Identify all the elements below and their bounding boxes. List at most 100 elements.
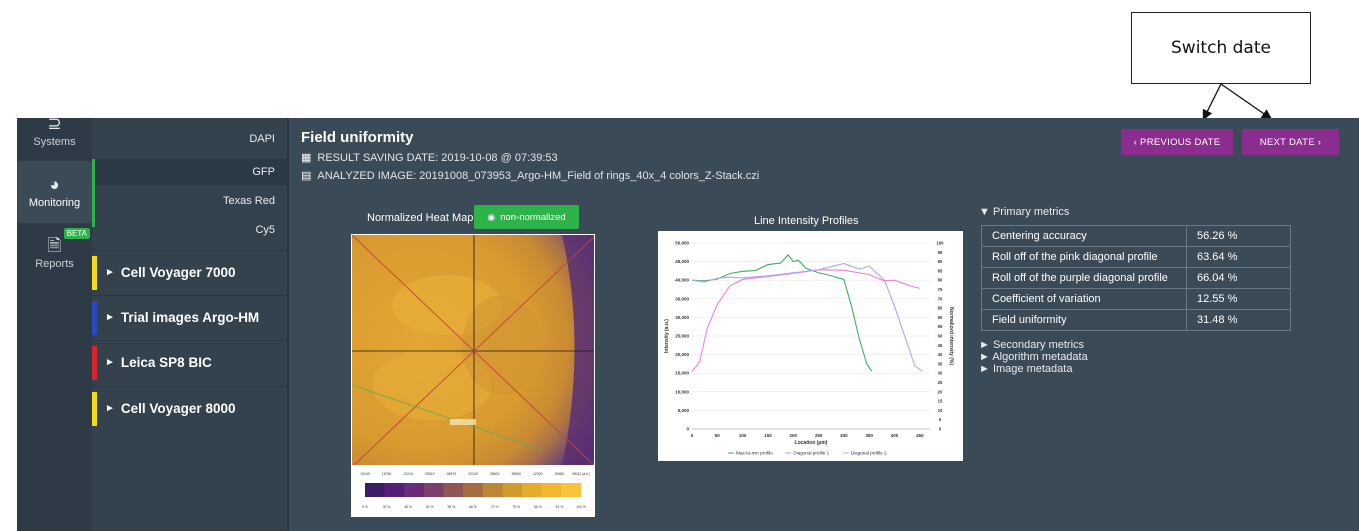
y2-tick-label: 100	[937, 241, 945, 246]
legend-swatch	[482, 483, 503, 497]
normalization-toggle[interactable]: ◉ non-normalized	[474, 205, 579, 229]
legend-swatch	[365, 483, 385, 497]
y2-tick-label: 35	[938, 361, 943, 366]
system-color-bar	[92, 300, 97, 335]
y-tick-label: 45,000	[675, 259, 689, 264]
legend-swatch	[541, 483, 562, 497]
legend-swatch	[561, 483, 582, 497]
metric-label: Coefficient of variation	[981, 288, 1187, 310]
legend-percent-label: 0 %	[362, 505, 368, 509]
calendar-icon: ▦	[301, 152, 312, 164]
metric-value: 66.04 %	[1186, 267, 1291, 289]
y2-tick-label: 65	[938, 306, 943, 311]
metric-label: Roll off of the purple diagonal profile	[981, 267, 1187, 289]
y2-tick-label: 95	[938, 250, 943, 255]
legend-percent-label: 72 %	[491, 505, 499, 509]
legend-tick-label: 45680	[555, 472, 565, 476]
metric-label: Field uniformity	[981, 309, 1187, 331]
channel-dapi[interactable]: DAPI	[249, 133, 275, 145]
system-color-bar	[92, 391, 97, 426]
legend-entry: Diagonal profile 2	[851, 451, 887, 456]
nav-reports-label: Reports	[35, 257, 74, 270]
x-tick-label: 50	[715, 433, 721, 438]
y2-tick-label: 0	[939, 427, 942, 432]
system-trial-images-argo-hm[interactable]: ► Trial images Argo-HM	[92, 295, 287, 339]
active-channel-highlight	[92, 159, 287, 185]
y2-tick-label: 80	[938, 278, 943, 283]
expand-arrow-icon: ►	[105, 357, 115, 368]
legend-percent-label: 100 %	[576, 505, 586, 509]
x-axis-label: Location (µm)	[795, 440, 828, 446]
legend-swatch	[502, 483, 523, 497]
nav-reports[interactable]: BETA 🗎 Reports	[17, 226, 92, 280]
system-cell-voyager-7000[interactable]: ► Cell Voyager 7000	[92, 250, 287, 294]
callout-label: Switch date	[1171, 38, 1271, 58]
legend-tick-label: 32240	[468, 472, 478, 476]
heatmap-label: Normalized Heat Map	[367, 212, 474, 224]
secondary-metrics-toggle[interactable]: ► Secondary metrics	[979, 339, 1085, 351]
chart-title: Line Intensity Profiles	[754, 215, 859, 227]
y2-tick-label: 60	[938, 315, 943, 320]
system-leica-sp8-bic[interactable]: ► Leica SP8 BIC	[92, 340, 287, 384]
channel-texas-red[interactable]: Texas Red	[223, 195, 275, 207]
image-metadata-toggle[interactable]: ► Image metadata	[979, 363, 1073, 375]
x-tick-label: 450	[916, 433, 924, 438]
legend-swatch	[423, 483, 444, 497]
beta-badge: BETA	[63, 228, 90, 239]
primary-metrics-header[interactable]: ▼ Primary metrics	[979, 206, 1070, 218]
y2-tick-label: 5	[939, 417, 942, 422]
x-tick-label: 400	[891, 433, 899, 438]
y-tick-label: 5,000	[678, 408, 690, 413]
system-name: Cell Voyager 8000	[120, 401, 236, 416]
series-line	[691, 254, 873, 372]
page-title: Field uniformity	[301, 129, 414, 146]
y-tick-label: 25,000	[675, 334, 689, 339]
legend-swatch	[522, 483, 543, 497]
series-line	[691, 269, 921, 372]
primary-metrics-table: Centering accuracy 56.26 % Roll off of t…	[981, 225, 1291, 331]
y-tick-label: 30,000	[675, 315, 689, 320]
y2-tick-label: 70	[938, 296, 943, 301]
nav-systems-label: Systems	[33, 136, 76, 148]
dashboard-icon: ◕	[49, 174, 60, 194]
metric-value: 31.48 %	[1186, 309, 1291, 331]
channel-gfp[interactable]: GFP	[252, 166, 275, 178]
expand-arrow-icon: ►	[105, 403, 115, 414]
line-intensity-chart: 0 5,000 10,000 15,000 20,000 25,000 30,000 35,0…	[658, 231, 963, 461]
legend-tick-label: 25510	[425, 472, 435, 476]
legend-tick-label: 22210	[403, 472, 413, 476]
y-axis-label: Intensity (a.u.)	[664, 319, 670, 353]
table-row: Roll off of the purple diagonal profile …	[981, 267, 1291, 289]
legend-swatch	[443, 483, 464, 497]
legend-entry: Diagonal profile 1	[793, 451, 829, 456]
eye-icon: ◉	[487, 211, 496, 222]
legend-percent-label: 30 %	[383, 505, 391, 509]
legend-tick-label: 16780	[382, 472, 392, 476]
y-tick-label: 15,000	[675, 371, 689, 376]
metric-label: Roll off of the pink diagonal profile	[981, 246, 1187, 268]
legend-tick-label: 10440	[360, 472, 370, 476]
nav-monitoring[interactable]: ◕ Monitoring	[17, 161, 92, 223]
legend-swatch	[463, 483, 484, 497]
app-window: ⊇ Systems ◕ Monitoring BETA 🗎 Reports DA…	[17, 118, 1359, 531]
legend-swatch	[404, 483, 425, 497]
channel-cy5[interactable]: Cy5	[255, 224, 275, 236]
next-date-button[interactable]: NEXT DATE ›	[1242, 129, 1339, 155]
legend-tick-label: 49041 (a.u.)	[572, 472, 590, 476]
system-cell-voyager-8000[interactable]: ► Cell Voyager 8000	[92, 386, 287, 430]
table-row: Centering accuracy 56.26 %	[981, 225, 1291, 247]
legend-percent-label: 93 %	[556, 505, 564, 509]
channel-panel: DAPI GFP Texas Red Cy5 ► Cell Voyager 70…	[92, 118, 287, 531]
table-row: Field uniformity 31.48 %	[981, 309, 1291, 331]
nav-monitoring-label: Monitoring	[28, 196, 81, 209]
switch-date-callout: Switch date	[1131, 12, 1311, 84]
expand-arrow-icon: ►	[105, 312, 115, 323]
x-tick-label: 350	[865, 433, 873, 438]
table-row: Roll off of the pink diagonal profile 63…	[981, 246, 1291, 268]
algorithm-metadata-toggle[interactable]: ► Algorithm metadata	[979, 351, 1088, 363]
nav-systems[interactable]: ⊇ Systems	[17, 118, 92, 156]
legend-tick-label: 42320	[533, 472, 543, 476]
previous-date-button[interactable]: ‹ PREVIOUS DATE	[1121, 129, 1233, 155]
x-tick-label: 300	[840, 433, 848, 438]
system-color-bar	[92, 255, 97, 290]
